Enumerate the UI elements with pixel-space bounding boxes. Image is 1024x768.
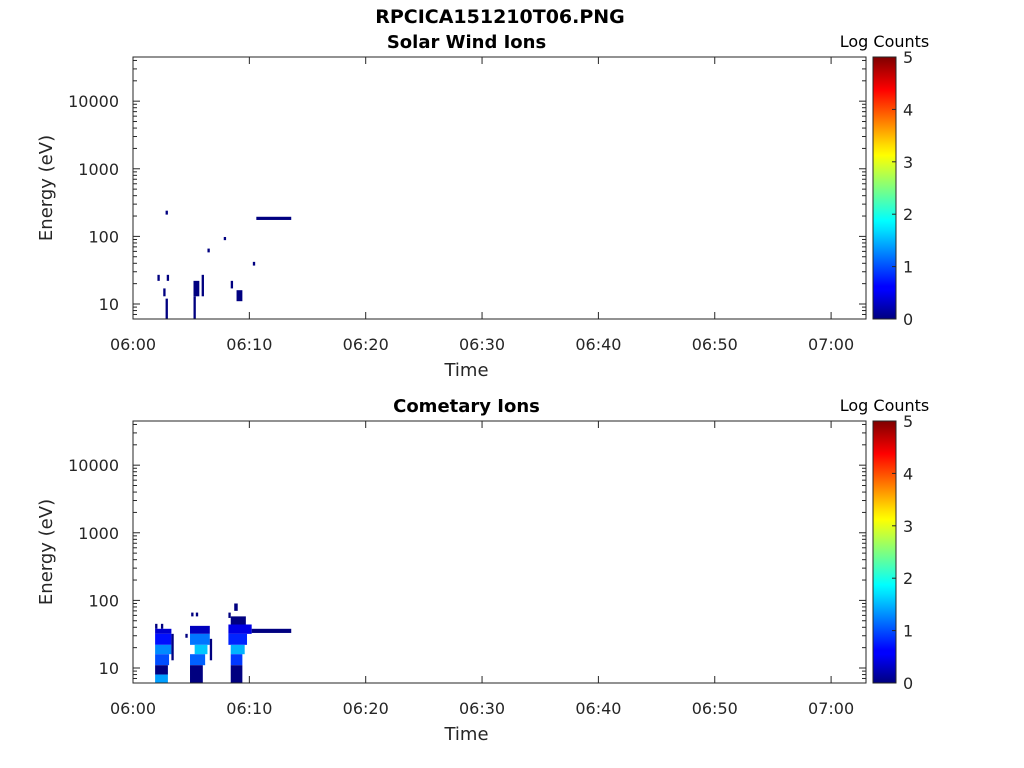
x-tick-label: 07:00 bbox=[808, 699, 854, 718]
data-cell bbox=[157, 274, 160, 281]
y-tick-label: 100 bbox=[88, 227, 119, 246]
data-cell bbox=[155, 623, 158, 629]
data-cell bbox=[190, 654, 206, 666]
colorbar-tick-label: 3 bbox=[903, 517, 913, 536]
data-cell bbox=[228, 633, 248, 645]
x-tick-label: 06:40 bbox=[575, 335, 621, 354]
data-cell bbox=[230, 654, 243, 666]
panel-cometary-ions: 06:00 06:10 06:20 06:30 06:40 06:50 07:0010100… bbox=[36, 396, 929, 745]
data-cell bbox=[209, 638, 213, 661]
data-cell bbox=[230, 616, 246, 625]
data-cell bbox=[155, 654, 170, 666]
plot-frame bbox=[132, 56, 867, 320]
x-tick-label: 06:30 bbox=[459, 699, 505, 718]
colorbar bbox=[872, 56, 897, 320]
data-cell bbox=[155, 665, 168, 675]
data-cell bbox=[194, 644, 208, 655]
panel-solar-wind-ions: 06:00 06:10 06:20 06:30 06:40 06:50 07:0010100… bbox=[36, 32, 929, 381]
data-cell bbox=[228, 612, 231, 618]
x-tick-label: 06:20 bbox=[343, 335, 389, 354]
colorbar-tick-label: 4 bbox=[903, 464, 913, 483]
colorbar-tick-label: 0 bbox=[903, 310, 913, 329]
x-tick-label: 06:50 bbox=[692, 699, 738, 718]
y-tick-label: 1000 bbox=[78, 160, 119, 179]
data-cell bbox=[236, 290, 243, 302]
x-tick-label: 06:50 bbox=[692, 335, 738, 354]
y-axis-label: Energy (eV) bbox=[36, 135, 57, 241]
data-cell bbox=[166, 274, 170, 281]
data-cell bbox=[155, 644, 172, 655]
x-axis-label: Time bbox=[443, 724, 488, 745]
colorbar-tick-label: 1 bbox=[903, 622, 913, 641]
data-cell bbox=[230, 665, 243, 683]
y-tick-label: 10 bbox=[99, 659, 119, 678]
data-cell bbox=[251, 628, 292, 633]
colorbar-label: Log Counts bbox=[840, 396, 930, 415]
colorbar-tick-label: 5 bbox=[903, 412, 913, 431]
x-tick-label: 06:10 bbox=[226, 335, 272, 354]
colorbar-tick-label: 2 bbox=[903, 569, 913, 588]
y-axis-label: Energy (eV) bbox=[36, 499, 57, 605]
x-tick-label: 06:30 bbox=[459, 335, 505, 354]
data-cell bbox=[191, 612, 194, 617]
colorbar bbox=[872, 420, 897, 684]
data-cell bbox=[160, 623, 164, 629]
data-cell bbox=[165, 210, 168, 215]
data-cell bbox=[165, 298, 168, 319]
x-tick-label: 06:20 bbox=[343, 699, 389, 718]
data-cell bbox=[252, 261, 256, 266]
data-cell bbox=[201, 274, 204, 297]
x-tick-label: 07:00 bbox=[808, 335, 854, 354]
data-cell bbox=[185, 633, 188, 638]
colorbar-label: Log Counts bbox=[840, 32, 930, 51]
colorbar-tick-label: 0 bbox=[903, 674, 913, 693]
panel-title: Cometary Ions bbox=[393, 396, 540, 417]
data-cell bbox=[155, 628, 172, 634]
data-cell bbox=[193, 280, 200, 297]
figure-title: RPCICA151210T06.PNG bbox=[375, 6, 625, 28]
x-tick-label: 06:10 bbox=[226, 699, 272, 718]
data-cell bbox=[190, 633, 210, 645]
x-tick-label: 06:00 bbox=[110, 335, 156, 354]
data-cell bbox=[163, 288, 166, 297]
data-cell bbox=[190, 665, 203, 683]
panel-title: Solar Wind Ions bbox=[387, 32, 546, 53]
y-tick-label: 10 bbox=[99, 295, 119, 314]
data-cell bbox=[190, 625, 210, 634]
data-cell bbox=[230, 644, 245, 655]
data-cell bbox=[230, 280, 234, 289]
data-cell bbox=[195, 612, 199, 617]
y-tick-label: 1000 bbox=[78, 524, 119, 543]
y-tick-label: 10000 bbox=[68, 456, 119, 475]
data-cell bbox=[155, 633, 172, 645]
colorbar-tick-label: 2 bbox=[903, 205, 913, 224]
data-cell bbox=[228, 624, 252, 634]
colorbar-tick-label: 3 bbox=[903, 153, 913, 172]
colorbar-tick-label: 5 bbox=[903, 48, 913, 67]
y-tick-label: 100 bbox=[88, 591, 119, 610]
x-tick-label: 06:00 bbox=[110, 699, 156, 718]
data-cell bbox=[223, 236, 227, 241]
data-cell bbox=[256, 216, 292, 220]
x-tick-label: 06:40 bbox=[575, 699, 621, 718]
data-cell bbox=[207, 248, 210, 253]
data-cell bbox=[155, 674, 168, 683]
data-cell bbox=[171, 633, 174, 661]
data-cell bbox=[234, 603, 238, 611]
x-axis-label: Time bbox=[443, 360, 488, 381]
y-tick-label: 10000 bbox=[68, 92, 119, 111]
colorbar-tick-label: 1 bbox=[903, 258, 913, 277]
data-cell bbox=[193, 296, 196, 319]
plot-frame bbox=[132, 420, 867, 684]
colorbar-tick-label: 4 bbox=[903, 100, 913, 119]
